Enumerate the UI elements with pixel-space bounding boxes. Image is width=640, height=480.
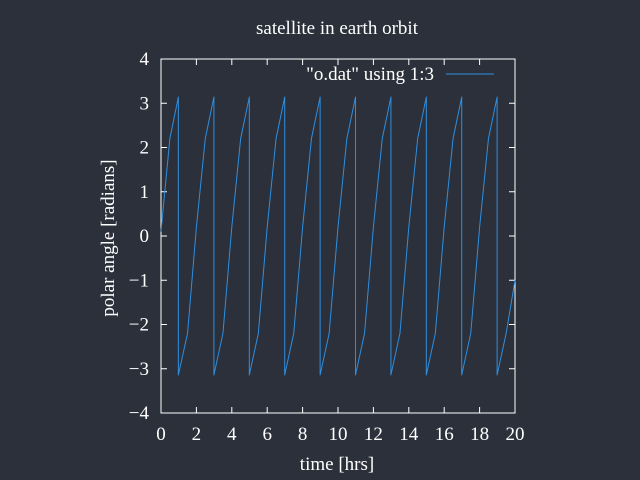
x-tick-label: 18 — [470, 424, 489, 445]
x-tick-label: 8 — [298, 424, 308, 445]
y-tick-label: 2 — [140, 138, 150, 159]
y-tick-labels: 4 3 2 1 0 −1 −2 −3 −4 — [129, 49, 150, 424]
x-tick-label: 6 — [262, 424, 272, 445]
y-tick-label: 0 — [140, 226, 150, 247]
x-tick-label: 16 — [435, 424, 454, 445]
y-tick-label: −2 — [129, 315, 149, 336]
y-tick-label: −1 — [129, 270, 149, 291]
legend-entry-label: "o.dat" using 1:3 — [306, 64, 434, 85]
x-tick-labels: 0 2 4 6 8 10 12 14 16 18 20 — [156, 424, 524, 445]
x-tick-label: 2 — [192, 424, 202, 445]
axis-ticks — [161, 59, 515, 413]
y-tick-label: 1 — [140, 182, 150, 203]
x-tick-label: 0 — [156, 424, 166, 445]
series-lines — [160, 96, 516, 376]
y-tick-label: 3 — [140, 93, 150, 114]
x-tick-label: 14 — [399, 424, 419, 445]
y-axis-label: polar angle [radians] — [98, 159, 119, 316]
x-tick-label: 20 — [506, 424, 525, 445]
y-tick-label: 4 — [140, 49, 150, 70]
x-tick-label: 4 — [227, 424, 237, 445]
legend: "o.dat" using 1:3 — [306, 64, 494, 85]
x-tick-label: 10 — [329, 424, 348, 445]
series-line-0 — [160, 96, 516, 376]
chart-title: satellite in earth orbit — [256, 18, 419, 39]
y-tick-label: −3 — [129, 359, 149, 380]
y-tick-label: −4 — [129, 403, 150, 424]
x-tick-label: 12 — [364, 424, 383, 445]
x-axis-label: time [hrs] — [300, 454, 374, 475]
